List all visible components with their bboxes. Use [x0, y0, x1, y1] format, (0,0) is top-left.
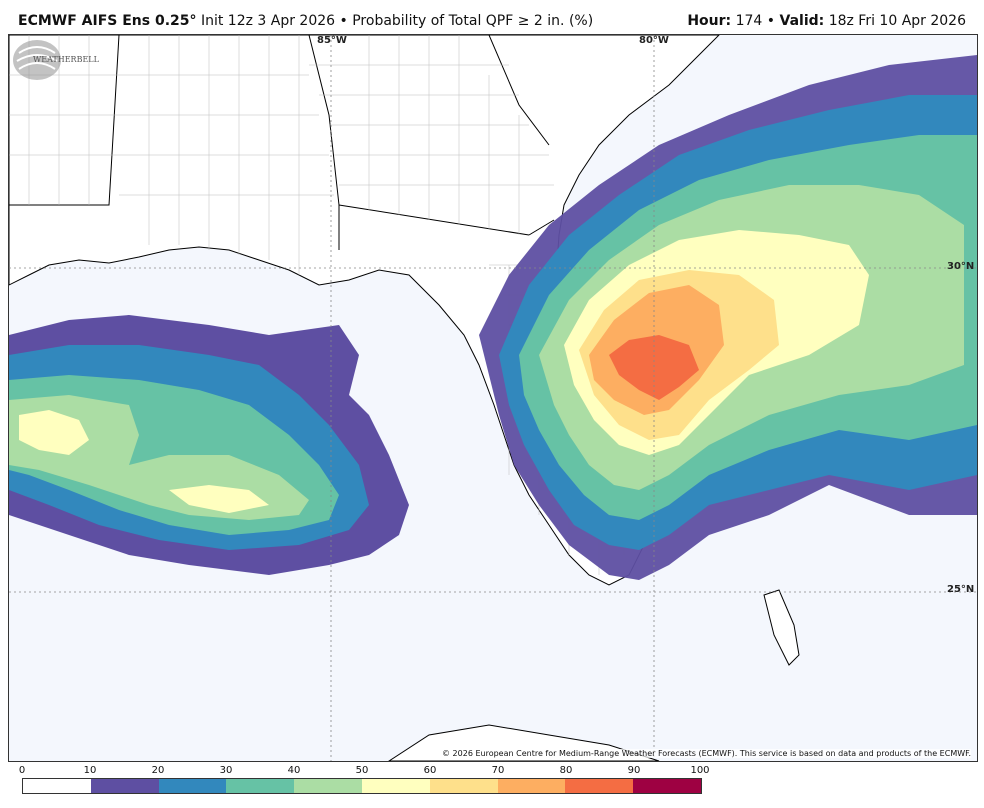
- tick-60: 60: [423, 765, 437, 776]
- colorbar-bin-20-30: [158, 779, 227, 793]
- hour-value: 174: [735, 13, 763, 29]
- map-svg: [9, 35, 977, 761]
- gulf-contour-50: [19, 410, 89, 455]
- tick-50: 50: [355, 765, 369, 776]
- tick-10: 10: [83, 765, 97, 776]
- weatherbell-logo: WEATHERBELL: [13, 40, 100, 80]
- tick-40: 40: [287, 765, 301, 776]
- colorbar-bin-80-90: [565, 779, 634, 793]
- valid-value: 18z Fri 10 Apr 2026: [828, 13, 966, 29]
- colorbar-bin-90-100: [633, 779, 701, 793]
- colorbar-bin-40-50: [294, 779, 362, 793]
- state-borders: [9, 35, 555, 250]
- tick-20: 20: [151, 765, 165, 776]
- logo-text: WEATHERBELL: [33, 55, 100, 64]
- prob-contours: [9, 55, 977, 580]
- init-time: Init 12z 3 Apr 2026: [200, 13, 336, 29]
- colorbar-bin-0-10: [23, 779, 91, 793]
- tick-70: 70: [491, 765, 505, 776]
- lon-label-80w: 80°W: [639, 35, 669, 46]
- colorbar-bin-60-70: [429, 779, 498, 793]
- colorbar: [22, 778, 702, 794]
- map-panel: 85°W 80°W 30°N 25°N WEATHERBELL © 2026 E…: [8, 34, 978, 762]
- colorbar-bin-10-20: [90, 779, 159, 793]
- gulf-contour-50b: [169, 485, 269, 513]
- copyright-notice: © 2026 European Centre for Medium-Range …: [442, 749, 971, 758]
- tick-0: 0: [18, 765, 26, 776]
- tick-100: 100: [690, 765, 710, 776]
- valid-label: Valid:: [779, 13, 825, 29]
- graticule: [9, 35, 977, 761]
- lat-label-30n: 30°N: [947, 261, 975, 272]
- contour-80: [609, 335, 699, 400]
- title-left: ECMWF AIFS Ens 0.25° Init 12z 3 Apr 2026…: [18, 13, 594, 29]
- colorbar-bin-30-40: [226, 779, 295, 793]
- tick-80: 80: [559, 765, 573, 776]
- lat-label-25n: 25°N: [947, 584, 975, 595]
- tick-30: 30: [219, 765, 233, 776]
- lon-label-85w: 85°W: [317, 35, 347, 46]
- title-bar: ECMWF AIFS Ens 0.25° Init 12z 3 Apr 2026…: [0, 0, 984, 34]
- title-right: Hour: 174 • Valid: 18z Fri 10 Apr 2026: [687, 13, 966, 29]
- colorbar-bin-50-60: [361, 779, 430, 793]
- colorbar-ticks: 0 10 20 30 40 50 60 70 80 90 100: [18, 765, 710, 777]
- hour-label: Hour:: [687, 13, 732, 29]
- colorbar-bin-70-80: [497, 779, 566, 793]
- island-bahamas: [763, 589, 800, 666]
- product-name: Probability of Total QPF ≥ 2 in. (%): [352, 13, 594, 29]
- model-name: ECMWF AIFS Ens 0.25: [18, 13, 190, 29]
- tick-90: 90: [627, 765, 641, 776]
